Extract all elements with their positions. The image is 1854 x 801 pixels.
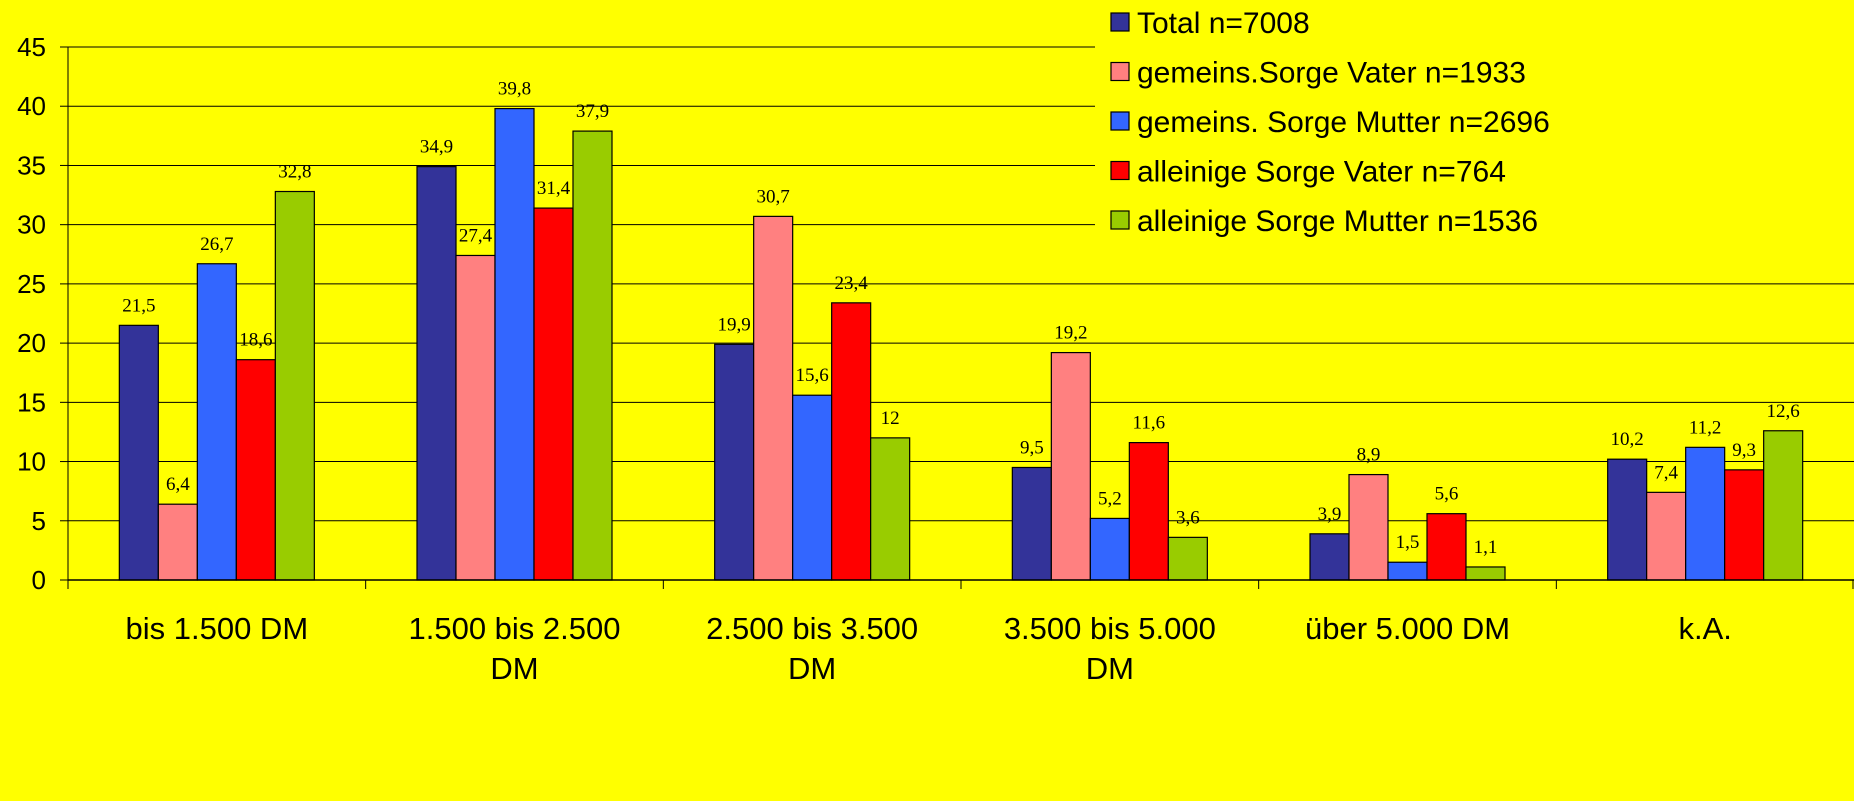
legend: Total n=7008 gemeins.Sorge Vater n=1933 ge… — [1095, 0, 1854, 265]
bar — [870, 437, 911, 581]
legend-swatch — [1110, 12, 1130, 32]
data-label: 31,4 — [537, 178, 571, 199]
legend-label: gemeins. Sorge Mutter n=2696 — [1137, 106, 1550, 139]
data-label: 1,5 — [1396, 532, 1420, 553]
data-label: 21,5 — [122, 295, 155, 316]
data-label: 15,6 — [796, 365, 829, 386]
legend-label: alleinige Sorge Vater n=764 — [1137, 156, 1506, 189]
y-tick-label: 0 — [32, 565, 46, 595]
data-label: 11,2 — [1689, 417, 1722, 438]
data-label: 19,2 — [1054, 323, 1087, 344]
bar — [1646, 491, 1687, 581]
bar — [1089, 517, 1130, 581]
data-label: 1,1 — [1474, 537, 1498, 558]
category-label: 3.500 bis 5.000 — [1004, 611, 1216, 646]
data-label: 9,5 — [1020, 437, 1044, 458]
category-label: bis 1.500 DM — [126, 611, 309, 646]
data-label: 30,7 — [757, 186, 790, 207]
category-label: 2.500 bis 3.500 — [706, 611, 918, 646]
data-label: 5,2 — [1098, 488, 1122, 509]
bar — [1685, 446, 1726, 581]
bar — [533, 207, 574, 581]
bar — [792, 394, 833, 581]
y-tick-label: 30 — [17, 210, 46, 240]
bar — [1050, 351, 1091, 581]
y-tick-label: 45 — [17, 32, 46, 62]
data-label: 7,4 — [1654, 462, 1678, 483]
y-tick-label: 25 — [17, 269, 46, 299]
bar — [1167, 536, 1208, 581]
category-label: über 5.000 DM — [1305, 611, 1510, 646]
data-label: 3,9 — [1318, 504, 1342, 525]
bar — [1309, 533, 1350, 581]
legend-label: Total n=7008 — [1137, 7, 1310, 40]
bar — [274, 190, 315, 581]
category-label: DM — [788, 651, 836, 686]
data-label: 12 — [881, 408, 900, 429]
data-label: 34,9 — [420, 137, 453, 158]
category-label: 1.500 bis 2.500 — [408, 611, 620, 646]
data-label: 9,3 — [1732, 440, 1756, 461]
data-label: 6,4 — [166, 474, 190, 495]
bar — [1387, 561, 1428, 581]
legend-background — [1095, 0, 1854, 265]
category-label: k.A. — [1678, 611, 1731, 646]
data-label: 39,8 — [498, 79, 531, 100]
data-label: 32,8 — [278, 162, 311, 183]
y-tick-label: 5 — [32, 506, 46, 536]
bar — [1607, 458, 1648, 581]
bar — [455, 254, 496, 581]
data-label: 5,6 — [1435, 484, 1459, 505]
bar — [1426, 513, 1467, 581]
legend-swatch — [1110, 210, 1130, 230]
data-label: 19,9 — [718, 314, 751, 335]
bars — [118, 107, 1804, 581]
legend-label: gemeins.Sorge Vater n=1933 — [1137, 57, 1526, 90]
bar — [416, 166, 457, 581]
data-label: 12,6 — [1767, 401, 1800, 422]
bar — [572, 130, 613, 581]
y-tick-label: 40 — [17, 91, 46, 121]
data-label: 3,6 — [1176, 507, 1200, 528]
bar — [1128, 442, 1169, 581]
legend-swatch — [1110, 160, 1130, 181]
data-label: 8,9 — [1357, 445, 1381, 466]
bar — [1465, 566, 1506, 581]
bar — [157, 503, 198, 581]
y-axis: 0 5 10 15 20 25 30 35 40 45 — [17, 32, 69, 595]
bar — [1763, 430, 1804, 581]
data-label: 27,4 — [459, 225, 493, 246]
bar — [494, 107, 535, 581]
data-label: 37,9 — [576, 101, 609, 122]
legend-swatch — [1110, 61, 1130, 82]
bar — [1011, 466, 1052, 581]
category-label: DM — [1086, 651, 1134, 686]
bar — [714, 343, 755, 581]
y-tick-label: 10 — [17, 447, 46, 477]
data-label: 10,2 — [1611, 429, 1644, 450]
legend-swatch — [1110, 111, 1130, 131]
category-label: DM — [490, 651, 538, 686]
x-axis: bis 1.500 DM 1.500 bis 2.500 DM 2.500 bis 3… — [67, 579, 1854, 686]
bar — [235, 359, 276, 581]
data-label: 18,6 — [239, 330, 272, 351]
bar — [196, 263, 237, 581]
legend-label: alleinige Sorge Mutter n=1536 — [1137, 205, 1538, 238]
bar — [831, 302, 872, 581]
data-label: 23,4 — [835, 273, 869, 294]
bar — [753, 215, 794, 581]
bar — [1348, 473, 1389, 581]
y-tick-label: 35 — [17, 150, 46, 180]
bar — [118, 324, 159, 581]
data-labels: 21,5 6,4 26,7 18,6 32,8 34,9 27,4 39,8 31,4 37,9 1… — [122, 79, 1800, 558]
data-label: 11,6 — [1133, 413, 1166, 434]
y-tick-label: 20 — [17, 328, 46, 358]
y-tick-label: 15 — [17, 387, 46, 417]
data-label: 26,7 — [200, 234, 233, 255]
bar — [1724, 469, 1765, 581]
